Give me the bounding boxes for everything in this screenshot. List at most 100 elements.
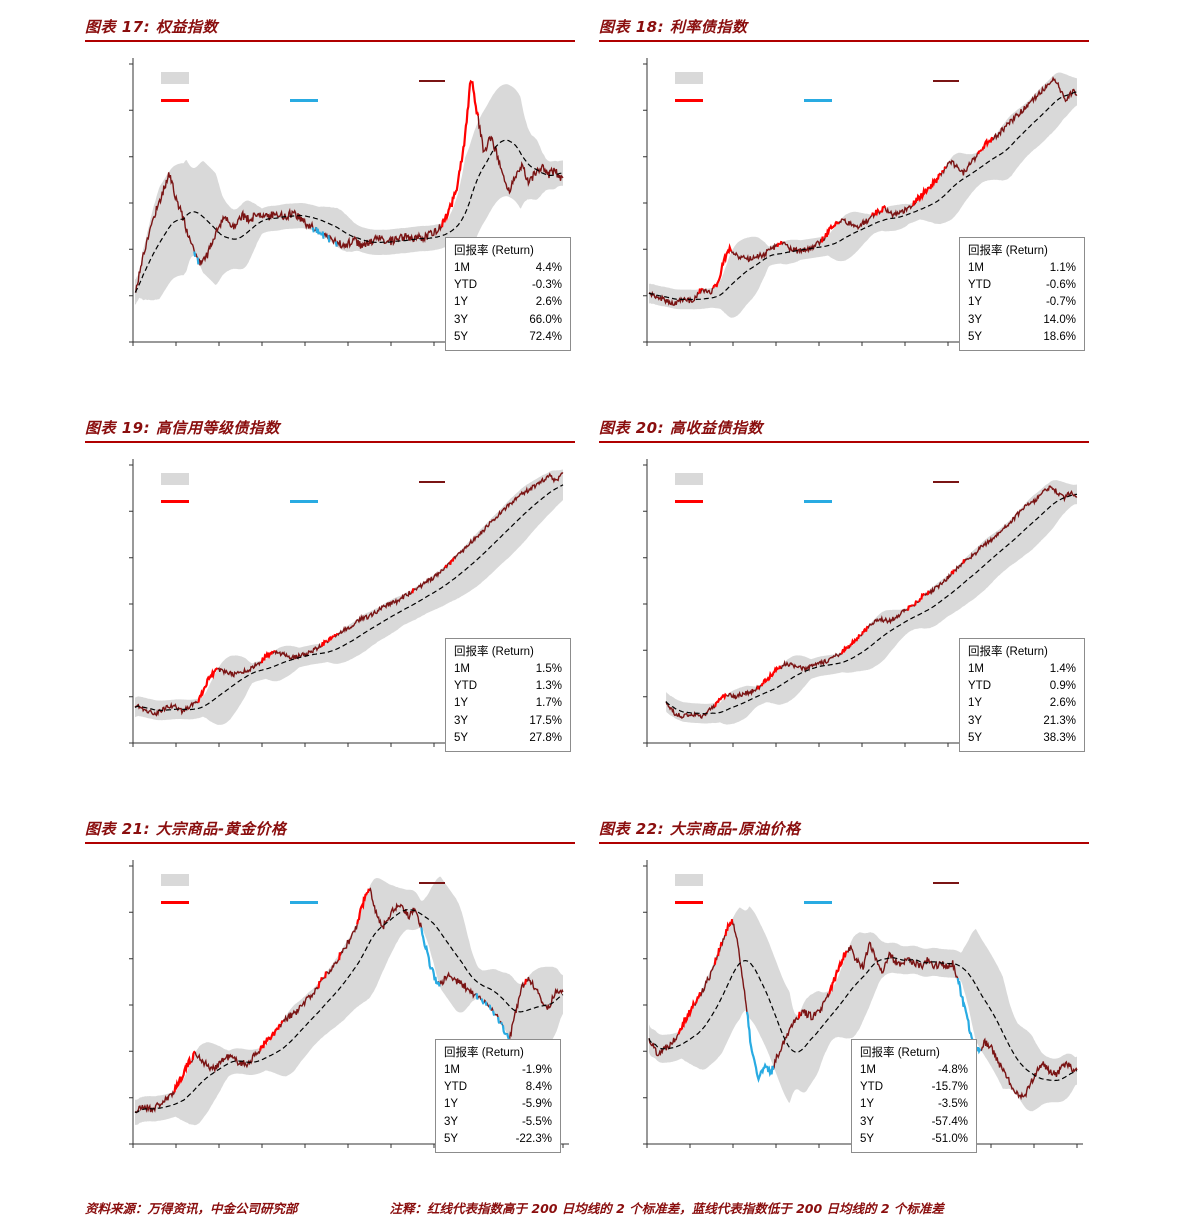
- return-value: -1.9%: [521, 1063, 552, 1076]
- return-row: 5Y 72.4%: [454, 329, 562, 346]
- return-row: YTD -0.6%: [968, 277, 1076, 294]
- return-value: 1.1%: [1049, 261, 1076, 274]
- return-row: 1Y -0.7%: [968, 294, 1076, 311]
- return-period: YTD: [454, 680, 477, 692]
- return-period: YTD: [454, 279, 477, 291]
- returns-table: 回报率 (Return) 1M 1.5% YTD 1.3% 1Y 1.7% 3Y 17.5% 5…: [445, 637, 571, 752]
- return-period: 1Y: [968, 697, 983, 710]
- moving-average-line: [134, 909, 564, 1114]
- returns-table: 回报率 (Return) 1M 1.1% YTD -0.6% 1Y -0.7% 3Y 14.0…: [959, 236, 1085, 351]
- band-area: [666, 480, 1077, 725]
- return-period: 1Y: [968, 296, 983, 309]
- returns-header: 回报率 (Return): [454, 244, 534, 257]
- return-period: 5Y: [454, 330, 469, 343]
- return-value: 21.3%: [1043, 714, 1076, 727]
- return-value: 8.4%: [525, 1081, 552, 1093]
- return-value: 4.4%: [535, 261, 562, 274]
- return-period: 1M: [454, 662, 470, 675]
- return-row: YTD -0.3%: [454, 277, 562, 294]
- return-row: 5Y -51.0%: [860, 1131, 968, 1148]
- return-row: 3Y 21.3%: [968, 713, 1076, 730]
- footer-source: 资料来源：万得资讯，中金公司研究部: [85, 1201, 298, 1216]
- return-value: -5.5%: [521, 1115, 552, 1128]
- returns-header: 回报率 (Return): [860, 1046, 940, 1059]
- return-period: 1M: [444, 1063, 460, 1076]
- returns-table: 回报率 (Return) 1M 4.4% YTD -0.3% 1Y 2.6% 3Y 66.0%…: [445, 236, 571, 351]
- returns-header: 回报率 (Return): [968, 645, 1048, 658]
- return-value: 1.7%: [535, 697, 562, 710]
- return-row: YTD -15.7%: [860, 1079, 968, 1096]
- price-line-above-band: [714, 559, 966, 708]
- return-value: -0.6%: [1045, 279, 1076, 291]
- chart-panel-figure-20: 图表 20: 高收益债指数 回报率 (Return) 1M 1.4% YTD 0.9%…: [599, 417, 1089, 755]
- band-area: [135, 469, 563, 725]
- chart-plot: 回报率 (Return) 1M -1.9% YTD 8.4% 1Y -5.9% 3Y -5.5…: [125, 856, 571, 1156]
- chart-plot: 回报率 (Return) 1M 1.4% YTD 0.9% 1Y 2.6% 3Y 21.3% 5…: [639, 455, 1085, 755]
- returns-table: 回报率 (Return) 1M -4.8% YTD -15.7% 1Y -3.5% 3Y -5…: [851, 1038, 977, 1153]
- returns-table: 回报率 (Return) 1M -1.9% YTD 8.4% 1Y -5.9% 3Y -5.5…: [435, 1038, 561, 1153]
- chart-plot: 回报率 (Return) 1M 4.4% YTD -0.3% 1Y 2.6% 3Y 66.0%…: [125, 54, 571, 354]
- charts-grid: 图表 17: 权益指数 回报率 (Return) 1M 4.4% YTD -0.3% 1…: [85, 16, 1089, 1156]
- report-page: 图表 17: 权益指数 回报率 (Return) 1M 4.4% YTD -0.3% 1…: [85, 16, 1089, 1217]
- return-row: 1M 4.4%: [454, 260, 562, 277]
- return-row: 1M 1.5%: [454, 661, 562, 678]
- return-period: YTD: [968, 279, 991, 291]
- return-row: 5Y -22.3%: [444, 1131, 552, 1148]
- returns-table: 回报率 (Return) 1M 1.4% YTD 0.9% 1Y 2.6% 3Y 21.3% 5…: [959, 637, 1085, 752]
- return-period: 1M: [968, 261, 984, 274]
- return-period: 1M: [860, 1063, 876, 1076]
- return-row: 3Y 14.0%: [968, 312, 1076, 329]
- returns-header: 回报率 (Return): [454, 645, 534, 658]
- return-row: 1M -1.9%: [444, 1062, 552, 1079]
- return-value: 66.0%: [529, 313, 562, 326]
- return-period: 1M: [968, 662, 984, 675]
- return-row: 1Y 2.6%: [454, 294, 562, 311]
- return-value: -51.0%: [931, 1132, 968, 1145]
- returns-header: 回报率 (Return): [444, 1046, 524, 1059]
- moving-average-line: [134, 484, 564, 711]
- return-row: 1Y 2.6%: [968, 695, 1076, 712]
- return-value: 14.0%: [1043, 313, 1076, 326]
- return-period: 1Y: [454, 697, 469, 710]
- price-line-above-band: [173, 888, 528, 1093]
- chart-panel-figure-22: 图表 22: 大宗商品-原油价格 回报率 (Return) 1M -4.8% YTD…: [599, 818, 1089, 1156]
- return-value: 72.4%: [529, 330, 562, 343]
- return-period: 5Y: [454, 731, 469, 744]
- return-row: 5Y 38.3%: [968, 730, 1076, 747]
- chart-panel-figure-19: 图表 19: 高信用等级债指数 回报率 (Return) 1M 1.5% YTD 1.…: [85, 417, 575, 755]
- return-row: 1Y 1.7%: [454, 695, 562, 712]
- return-value: 2.6%: [1049, 697, 1076, 710]
- return-row: 5Y 27.8%: [454, 730, 562, 747]
- return-value: 0.9%: [1049, 680, 1076, 692]
- price-line-below-band: [193, 226, 338, 265]
- return-row: YTD 0.9%: [968, 678, 1076, 695]
- chart-panel-figure-17: 图表 17: 权益指数 回报率 (Return) 1M 4.4% YTD -0.3% 1…: [85, 16, 575, 354]
- moving-average-line: [648, 91, 1078, 301]
- return-value: -15.7%: [931, 1081, 968, 1093]
- return-period: 3Y: [968, 313, 983, 326]
- return-row: 3Y 17.5%: [454, 713, 562, 730]
- return-value: -57.4%: [931, 1115, 968, 1128]
- price-line-above-band: [440, 79, 480, 228]
- chart-panel-figure-21: 图表 21: 大宗商品-黄金价格 回报率 (Return) 1M -1.9% YTD…: [85, 818, 575, 1156]
- return-value: -3.5%: [937, 1098, 968, 1111]
- return-period: 5Y: [444, 1132, 459, 1145]
- footer-note: 注释：红线代表指数高于 200 日均线的 2 个标准差，蓝线代表指数低于 200…: [389, 1201, 944, 1216]
- return-value: 27.8%: [529, 731, 562, 744]
- moving-average-line: [665, 493, 1078, 715]
- chart-title: 图表 19: 高信用等级债指数: [85, 417, 575, 443]
- chart-panel-figure-18: 图表 18: 利率债指数 回报率 (Return) 1M 1.1% YTD -0.6%…: [599, 16, 1089, 354]
- page-footer: 资料来源：万得资讯，中金公司研究部 注释：红线代表指数高于 200 日均线的 2 …: [85, 1198, 1089, 1217]
- return-row: 5Y 18.6%: [968, 329, 1076, 346]
- return-row: YTD 1.3%: [454, 678, 562, 695]
- return-period: 1Y: [444, 1098, 459, 1111]
- return-value: -4.8%: [937, 1063, 968, 1076]
- return-period: 1Y: [860, 1098, 875, 1111]
- chart-title: 图表 22: 大宗商品-原油价格: [599, 818, 1089, 844]
- return-period: 3Y: [968, 714, 983, 727]
- moving-average-line: [134, 139, 563, 293]
- return-value: -22.3%: [515, 1132, 552, 1145]
- chart-canvas: [643, 459, 1083, 747]
- return-value: -5.9%: [521, 1098, 552, 1111]
- return-period: 1Y: [454, 296, 469, 309]
